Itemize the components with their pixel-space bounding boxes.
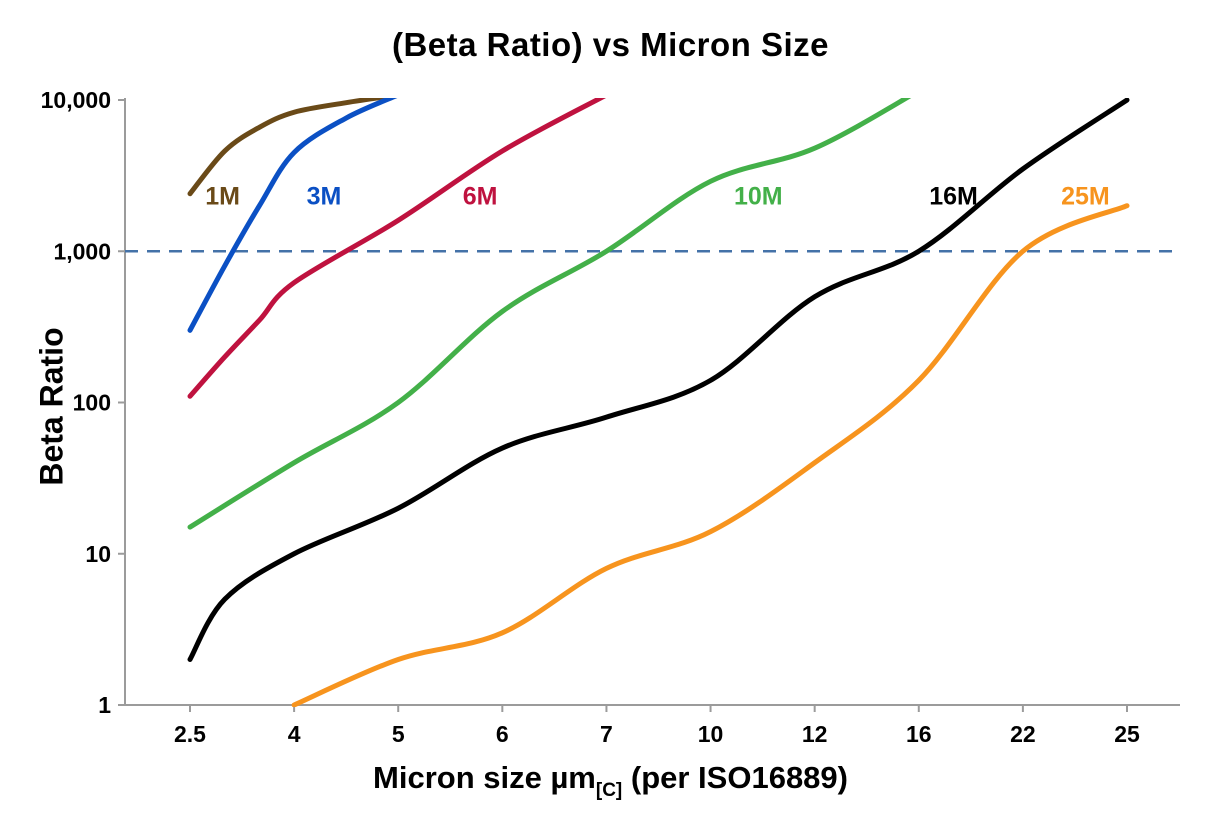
x-tick-label: 5 [392,721,405,747]
x-tick-label: 10 [698,721,724,747]
x-axis-title-main: Micron size µm [373,760,596,795]
series-label-16M: 16M [929,183,978,211]
series-label-1M: 1M [205,183,240,211]
x-axis-title: Micron size µm[C] (per ISO16889) [0,760,1221,802]
y-tick-label: 1,000 [53,238,111,264]
x-axis-title-suffix: (per ISO16889) [622,760,848,795]
series-label-6M: 6M [463,183,498,211]
y-tick-label: 100 [73,390,111,416]
series-curve-1M [187,98,395,197]
series-curve-10M [187,98,912,530]
series-curve-6M [187,98,607,399]
series-label-3M: 3M [307,183,342,211]
x-tick-label: 22 [1010,721,1036,747]
y-tick-label: 10 [85,541,111,567]
series-label-25M: 25M [1061,183,1110,211]
series-curve-25M [291,203,1130,707]
series-curve-3M [187,98,398,333]
x-tick-label: 25 [1114,721,1140,747]
x-axis-title-subscript: [C] [595,780,623,801]
x-tick-label: 4 [288,721,301,747]
y-tick-label: 1 [98,692,111,718]
x-tick-label: 7 [600,721,613,747]
x-tick-label: 6 [496,721,509,747]
series-group [187,98,1130,707]
series-curve-16M [187,98,1130,662]
x-tick-label: 2.5 [174,721,206,747]
x-tick-label: 12 [802,721,828,747]
y-tick-label: 10,000 [41,87,111,113]
chart-title: (Beta Ratio) vs Micron Size [391,26,830,63]
x-tick-label: 16 [906,721,932,747]
series-label-10M: 10M [734,183,783,211]
